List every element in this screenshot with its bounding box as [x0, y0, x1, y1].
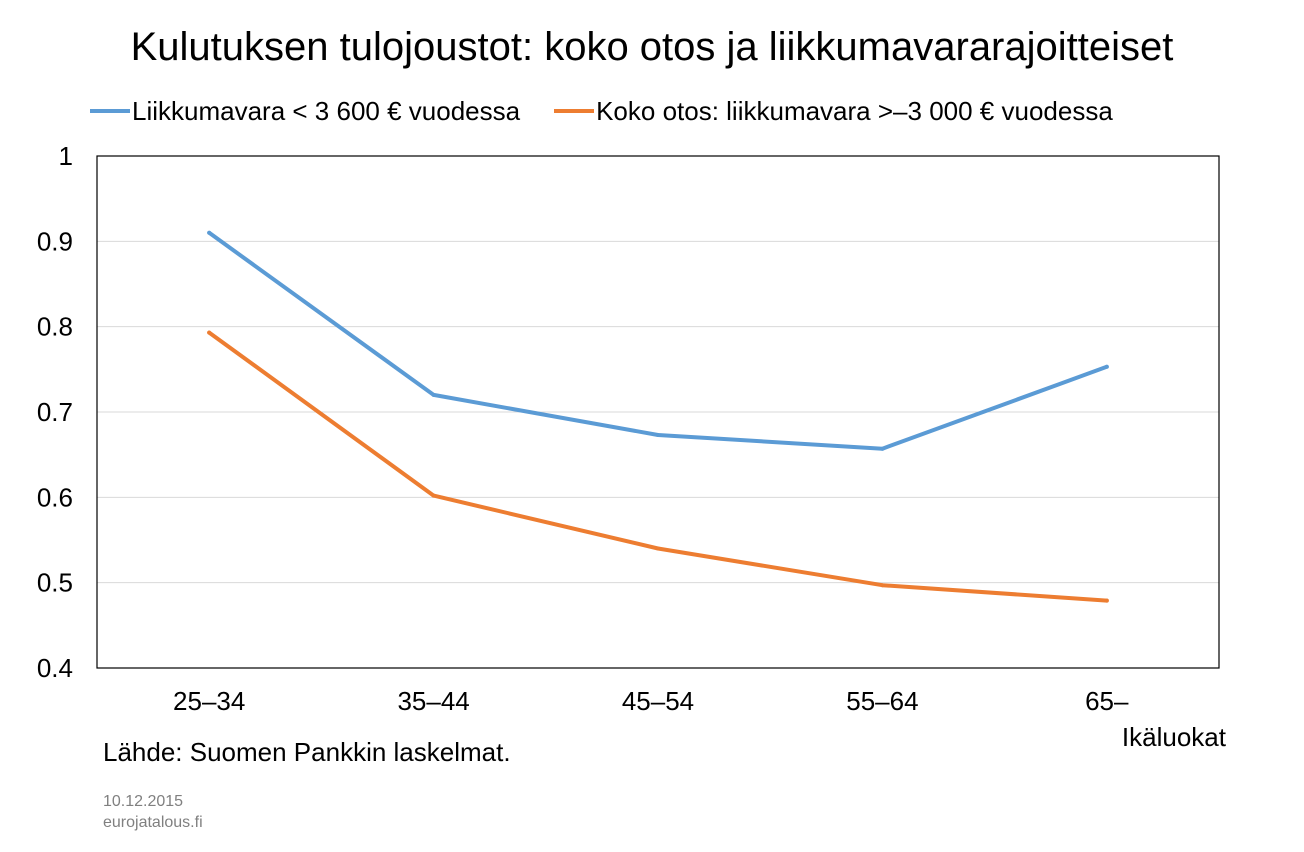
y-tick-label: 0.5	[37, 568, 73, 598]
x-tick-label: 55–64	[846, 686, 918, 716]
data-point-series-2	[1104, 598, 1109, 603]
data-point-series-1	[207, 230, 212, 235]
footer-site: eurojatalous.fi	[103, 814, 203, 831]
legend: Liikkumavara < 3 600 € vuodessa Koko oto…	[90, 94, 1147, 128]
data-point-series-1	[880, 446, 885, 451]
source-note: Lähde: Suomen Pankkin laskelmat.	[103, 737, 511, 767]
y-tick-label: 0.8	[37, 312, 73, 342]
legend-swatch-series-2	[554, 109, 595, 113]
y-tick-label: 0.7	[37, 397, 73, 427]
legend-label-series-2: Koko otos: liikkumavara >–3 000 € vuodes…	[596, 95, 1113, 126]
legend-label-series-1: Liikkumavara < 3 600 € vuodessa	[132, 95, 521, 126]
series-line-2	[207, 330, 1109, 603]
data-point-series-2	[207, 330, 212, 335]
y-axis-ticks: 0.4 0.5 0.6 0.7 0.8 0.9 1	[37, 141, 73, 683]
legend-item-series-2: Koko otos: liikkumavara >–3 000 € vuodes…	[554, 96, 1113, 127]
y-tick-label: 0.9	[37, 226, 73, 256]
x-axis-label: Ikäluokat	[1121, 722, 1226, 752]
chart-title: Kulutuksen tulojoustot: koko otos ja lii…	[130, 25, 1174, 69]
x-tick-label: 35–44	[397, 686, 469, 716]
y-tick-label: 1	[59, 141, 73, 171]
y-tick-label: 0.6	[37, 482, 73, 512]
gridlines	[97, 240, 1219, 584]
x-tick-label: 25–34	[173, 686, 245, 716]
series-line-1	[207, 230, 1109, 451]
data-point-series-1	[1104, 364, 1109, 369]
data-point-series-1	[656, 433, 660, 438]
plot-area-frame	[96, 155, 1220, 669]
x-tick-label: 65–	[1085, 686, 1129, 716]
legend-swatch-series-1	[90, 109, 130, 113]
data-point-series-2	[880, 583, 885, 588]
footer-date: 10.12.2015	[103, 793, 184, 810]
data-point-series-1	[431, 392, 436, 397]
legend-item-series-1: Liikkumavara < 3 600 € vuodessa	[90, 96, 520, 127]
x-axis-ticks: 25–34 35–44 45–54 55–64 65–	[173, 686, 1129, 716]
x-tick-label: 45–54	[622, 686, 694, 716]
series-lines	[207, 230, 1109, 603]
y-tick-label: 0.4	[37, 653, 73, 683]
data-point-series-2	[431, 493, 436, 498]
data-point-series-2	[656, 546, 660, 551]
